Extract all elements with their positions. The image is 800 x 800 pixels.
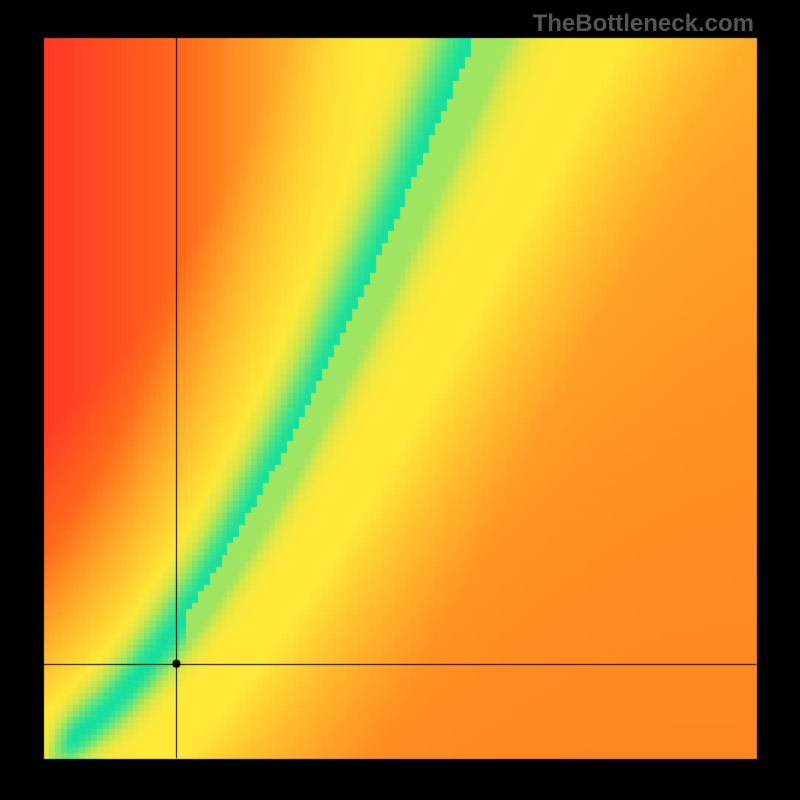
watermark-text: TheBottleneck.com: [533, 10, 754, 38]
chart-container: TheBottleneck.com: [0, 0, 800, 800]
bottleneck-heatmap: [0, 0, 800, 800]
